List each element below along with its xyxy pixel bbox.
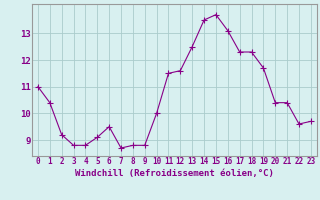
X-axis label: Windchill (Refroidissement éolien,°C): Windchill (Refroidissement éolien,°C)	[75, 169, 274, 178]
